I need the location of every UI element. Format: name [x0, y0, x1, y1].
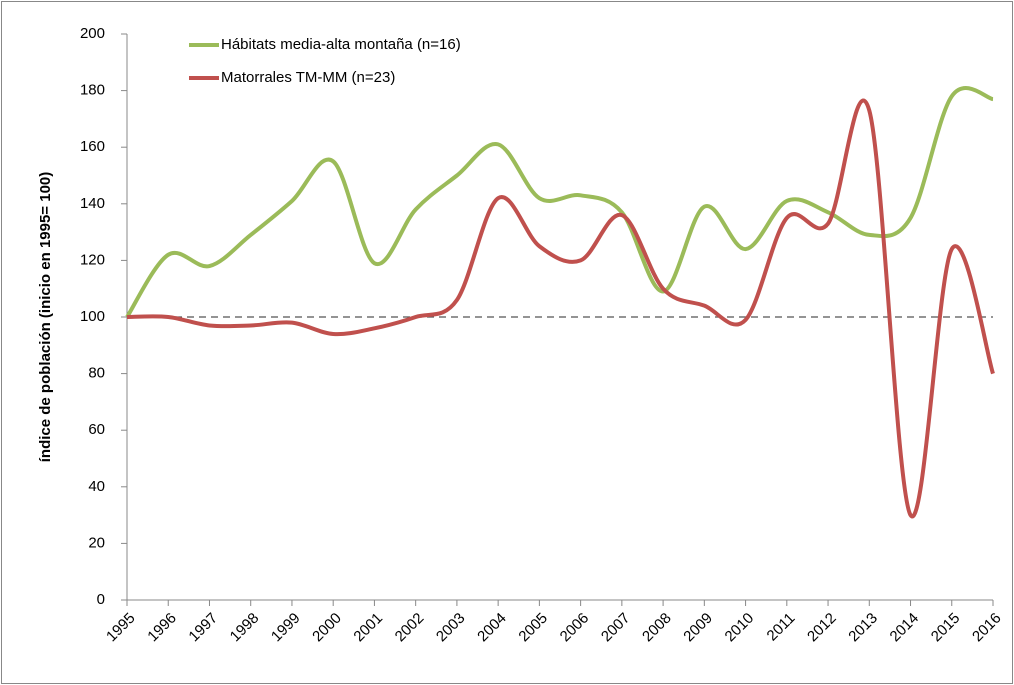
- y-tick-label: 180: [80, 82, 105, 99]
- legend-label: Matorrales TM-MM (n=23): [221, 69, 395, 86]
- y-tick-label: 80: [88, 365, 105, 382]
- y-tick-label: 60: [88, 421, 105, 438]
- y-tick-label: 0: [97, 591, 105, 608]
- y-tick-label: 20: [88, 534, 105, 551]
- y-tick-label: 120: [80, 251, 105, 268]
- series-line: [126, 98, 995, 519]
- y-tick-label: 200: [80, 25, 105, 42]
- y-axis-label: índice de población (inicio en 1995= 100…: [37, 172, 54, 463]
- y-tick-label: 140: [80, 195, 105, 212]
- series-line: [125, 86, 994, 319]
- legend-label: Hábitats media-alta montaña (n=16): [221, 36, 461, 53]
- y-tick-label: 160: [80, 138, 105, 155]
- y-tick-label: 40: [88, 478, 105, 495]
- y-tick-label: 100: [80, 308, 105, 325]
